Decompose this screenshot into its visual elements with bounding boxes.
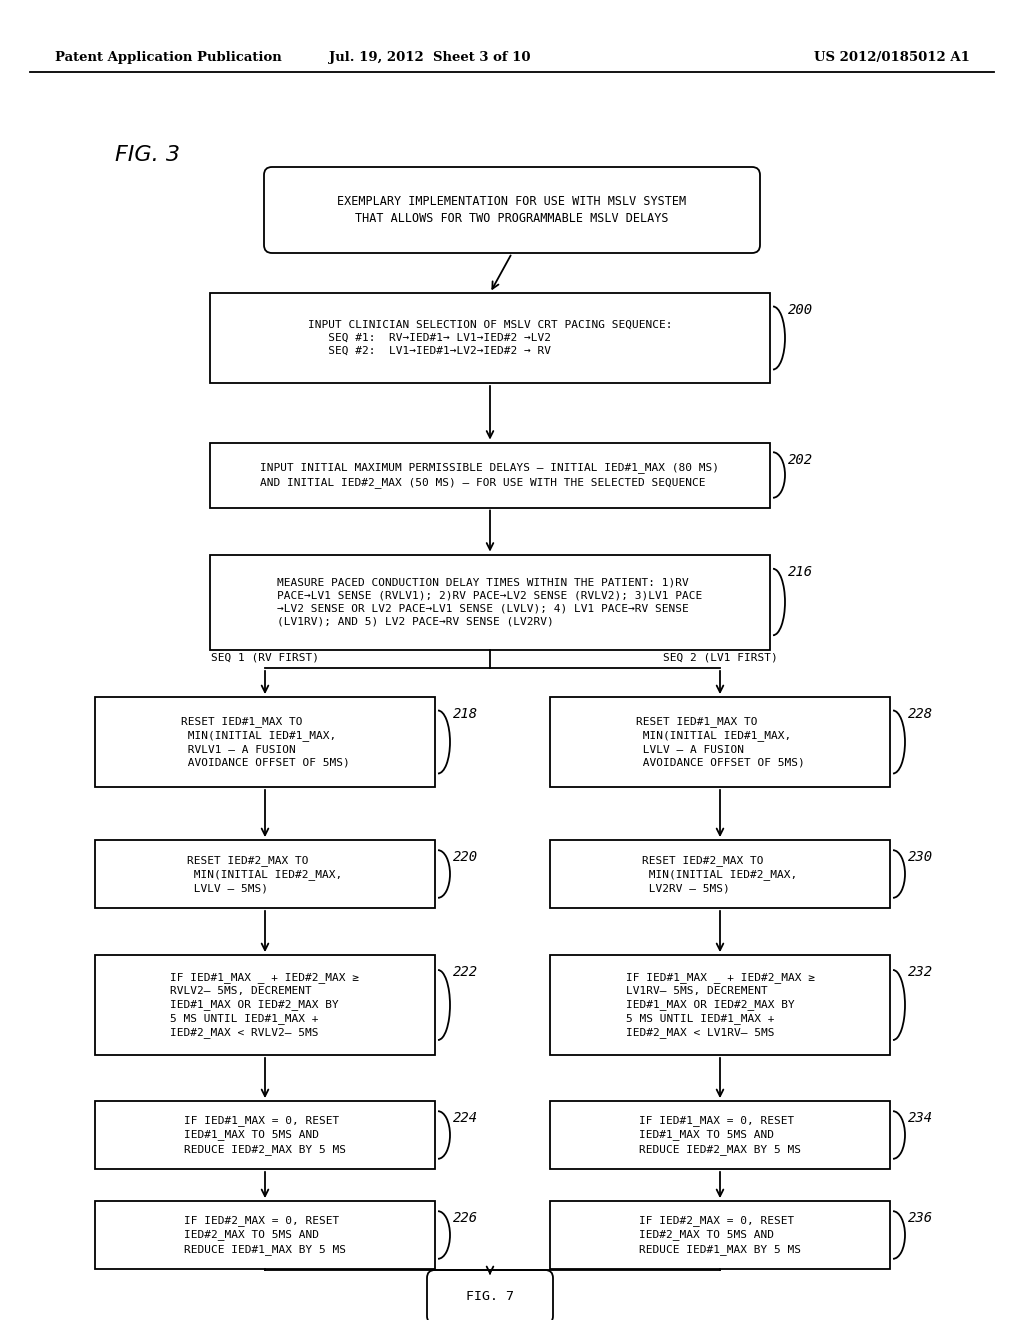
- Text: FIG. 3: FIG. 3: [115, 145, 180, 165]
- Text: EXEMPLARY IMPLEMENTATION FOR USE WITH MSLV SYSTEM
THAT ALLOWS FOR TWO PROGRAMMAB: EXEMPLARY IMPLEMENTATION FOR USE WITH MS…: [338, 195, 686, 224]
- FancyBboxPatch shape: [550, 1101, 890, 1170]
- Text: IF IED#1_MAX _ + IED#2_MAX ≥
LV1RV– 5MS, DECREMENT
IED#1_MAX OR IED#2_MAX BY
5 M: IF IED#1_MAX _ + IED#2_MAX ≥ LV1RV– 5MS,…: [626, 972, 814, 1039]
- Text: 226: 226: [453, 1210, 478, 1225]
- Text: RESET IED#1_MAX TO
 MIN(INITIAL IED#1_MAX,
 RVLV1 – A FUSION
 AVOIDANCE OFFSET O: RESET IED#1_MAX TO MIN(INITIAL IED#1_MAX…: [180, 717, 349, 768]
- Text: IF IED#2_MAX = 0, RESET
IED#2_MAX TO 5MS AND
REDUCE IED#1_MAX BY 5 MS: IF IED#2_MAX = 0, RESET IED#2_MAX TO 5MS…: [184, 1216, 346, 1254]
- FancyBboxPatch shape: [550, 697, 890, 787]
- Text: MEASURE PACED CONDUCTION DELAY TIMES WITHIN THE PATIENT: 1)RV
PACE→LV1 SENSE (RV: MEASURE PACED CONDUCTION DELAY TIMES WIT…: [278, 577, 702, 627]
- FancyBboxPatch shape: [210, 554, 770, 649]
- Text: IF IED#1_MAX = 0, RESET
IED#1_MAX TO 5MS AND
REDUCE IED#2_MAX BY 5 MS: IF IED#1_MAX = 0, RESET IED#1_MAX TO 5MS…: [639, 1115, 801, 1155]
- FancyBboxPatch shape: [95, 697, 435, 787]
- Text: INPUT INITIAL MAXIMUM PERMISSIBLE DELAYS – INITIAL IED#1_MAX (80 MS)
AND INITIAL: INPUT INITIAL MAXIMUM PERMISSIBLE DELAYS…: [260, 462, 720, 487]
- Text: 232: 232: [908, 965, 933, 979]
- Text: 236: 236: [908, 1210, 933, 1225]
- Text: IF IED#2_MAX = 0, RESET
IED#2_MAX TO 5MS AND
REDUCE IED#1_MAX BY 5 MS: IF IED#2_MAX = 0, RESET IED#2_MAX TO 5MS…: [639, 1216, 801, 1254]
- Text: Patent Application Publication: Patent Application Publication: [55, 51, 282, 65]
- FancyBboxPatch shape: [550, 1201, 890, 1269]
- Text: 228: 228: [908, 708, 933, 721]
- Text: FIG. 7: FIG. 7: [466, 1291, 514, 1304]
- Text: SEQ 2 (LV1 FIRST): SEQ 2 (LV1 FIRST): [663, 653, 777, 663]
- FancyBboxPatch shape: [95, 1101, 435, 1170]
- Text: 230: 230: [908, 850, 933, 865]
- FancyBboxPatch shape: [550, 954, 890, 1055]
- Text: 222: 222: [453, 965, 478, 979]
- Text: 234: 234: [908, 1111, 933, 1125]
- Text: IF IED#1_MAX = 0, RESET
IED#1_MAX TO 5MS AND
REDUCE IED#2_MAX BY 5 MS: IF IED#1_MAX = 0, RESET IED#1_MAX TO 5MS…: [184, 1115, 346, 1155]
- FancyBboxPatch shape: [210, 293, 770, 383]
- Text: SEQ 1 (RV FIRST): SEQ 1 (RV FIRST): [211, 653, 319, 663]
- Text: US 2012/0185012 A1: US 2012/0185012 A1: [814, 51, 970, 65]
- Text: 224: 224: [453, 1111, 478, 1125]
- Text: 216: 216: [788, 565, 813, 578]
- FancyBboxPatch shape: [264, 168, 760, 253]
- FancyBboxPatch shape: [550, 840, 890, 908]
- Text: IF IED#1_MAX _ + IED#2_MAX ≥
RVLV2– 5MS, DECREMENT
IED#1_MAX OR IED#2_MAX BY
5 M: IF IED#1_MAX _ + IED#2_MAX ≥ RVLV2– 5MS,…: [171, 972, 359, 1039]
- Text: 218: 218: [453, 708, 478, 721]
- FancyBboxPatch shape: [95, 954, 435, 1055]
- FancyBboxPatch shape: [95, 1201, 435, 1269]
- Text: 202: 202: [788, 453, 813, 466]
- FancyBboxPatch shape: [210, 442, 770, 507]
- Text: RESET IED#1_MAX TO
 MIN(INITIAL IED#1_MAX,
 LVLV – A FUSION
 AVOIDANCE OFFSET OF: RESET IED#1_MAX TO MIN(INITIAL IED#1_MAX…: [636, 717, 805, 768]
- Text: 220: 220: [453, 850, 478, 865]
- Text: RESET IED#2_MAX TO
 MIN(INITIAL IED#2_MAX,
 LV2RV – 5MS): RESET IED#2_MAX TO MIN(INITIAL IED#2_MAX…: [642, 855, 798, 894]
- Text: INPUT CLINICIAN SELECTION OF MSLV CRT PACING SEQUENCE:
   SEQ #1:  RV→IED#1→ LV1: INPUT CLINICIAN SELECTION OF MSLV CRT PA…: [308, 319, 672, 356]
- Text: RESET IED#2_MAX TO
 MIN(INITIAL IED#2_MAX,
 LVLV – 5MS): RESET IED#2_MAX TO MIN(INITIAL IED#2_MAX…: [187, 855, 343, 894]
- Text: 200: 200: [788, 304, 813, 317]
- FancyBboxPatch shape: [427, 1270, 553, 1320]
- FancyBboxPatch shape: [95, 840, 435, 908]
- Text: Jul. 19, 2012  Sheet 3 of 10: Jul. 19, 2012 Sheet 3 of 10: [330, 51, 530, 65]
